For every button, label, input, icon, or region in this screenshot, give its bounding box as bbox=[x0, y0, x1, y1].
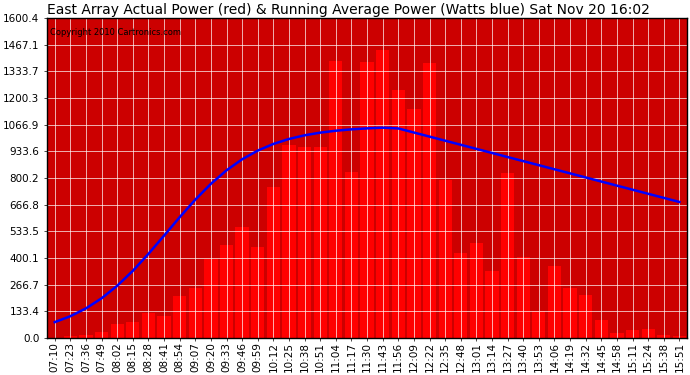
Bar bbox=[110, 324, 124, 338]
Bar bbox=[173, 296, 186, 338]
Bar bbox=[188, 288, 202, 338]
Bar bbox=[517, 257, 530, 338]
Bar bbox=[141, 313, 155, 338]
Bar bbox=[298, 147, 311, 338]
Bar bbox=[376, 50, 389, 338]
Text: Copyright 2010 Cartronics.com: Copyright 2010 Cartronics.com bbox=[50, 27, 181, 36]
Bar bbox=[345, 172, 358, 338]
Bar bbox=[454, 254, 467, 338]
Bar bbox=[642, 329, 655, 338]
Bar bbox=[204, 259, 217, 338]
Bar bbox=[439, 180, 452, 338]
Bar bbox=[329, 61, 342, 338]
Bar bbox=[63, 336, 77, 338]
Bar bbox=[126, 322, 139, 338]
Bar bbox=[267, 186, 280, 338]
Bar bbox=[532, 311, 546, 338]
Bar bbox=[360, 62, 374, 338]
Bar bbox=[157, 316, 170, 338]
Bar bbox=[673, 336, 686, 338]
Bar bbox=[407, 110, 421, 338]
Bar bbox=[235, 227, 249, 338]
Bar bbox=[470, 243, 483, 338]
Bar bbox=[501, 173, 514, 338]
Bar bbox=[579, 295, 592, 338]
Bar bbox=[220, 244, 233, 338]
Bar bbox=[485, 272, 499, 338]
Bar bbox=[657, 335, 671, 338]
Bar bbox=[564, 288, 577, 338]
Bar bbox=[251, 248, 264, 338]
Bar bbox=[313, 147, 327, 338]
Bar bbox=[392, 90, 405, 338]
Bar bbox=[282, 145, 295, 338]
Bar bbox=[423, 63, 436, 338]
Text: East Array Actual Power (red) & Running Average Power (Watts blue) Sat Nov 20 16: East Array Actual Power (red) & Running … bbox=[47, 3, 650, 17]
Bar bbox=[611, 333, 624, 338]
Bar bbox=[95, 332, 108, 338]
Bar bbox=[548, 266, 561, 338]
Bar bbox=[626, 330, 639, 338]
Bar bbox=[595, 320, 608, 338]
Bar bbox=[79, 335, 92, 338]
